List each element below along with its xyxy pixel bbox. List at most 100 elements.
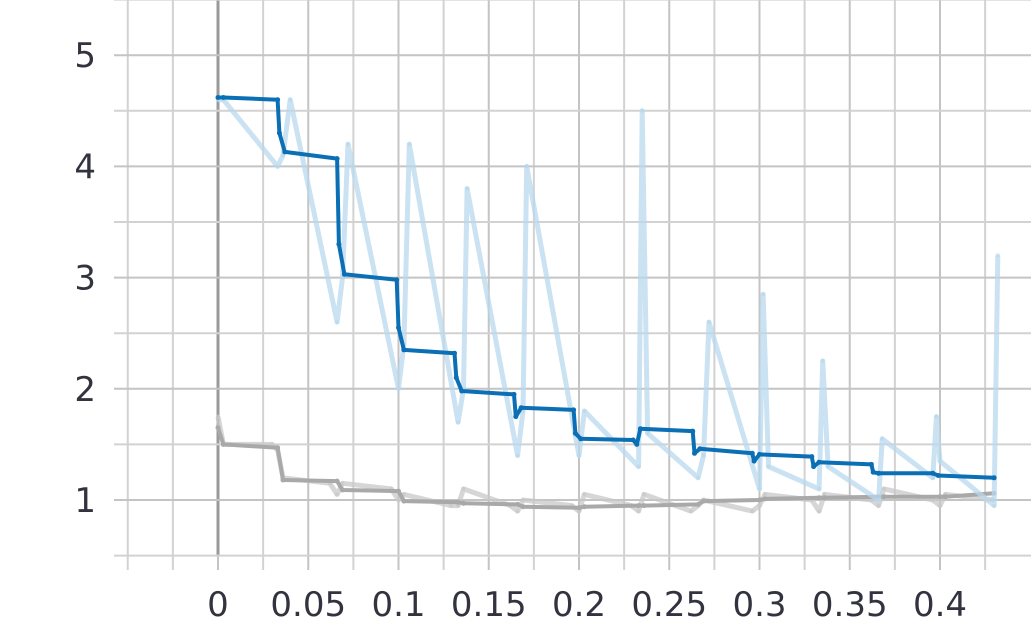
data-point <box>581 504 587 510</box>
data-point <box>630 437 636 443</box>
data-point <box>396 498 401 502</box>
series-line-3 <box>218 95 995 480</box>
data-point <box>930 475 935 480</box>
data-point <box>275 164 280 169</box>
data-point <box>817 509 822 514</box>
data-point <box>518 405 524 411</box>
data-point <box>396 325 401 331</box>
data-point <box>942 494 948 500</box>
data-point <box>641 503 647 509</box>
data-point <box>930 498 935 502</box>
data-point <box>465 186 470 191</box>
x-tick-label: 0.2 <box>552 585 606 625</box>
data-point <box>515 453 520 458</box>
data-point <box>634 441 640 447</box>
data-point <box>340 487 345 493</box>
data-point <box>811 464 817 470</box>
x-tick-label: 0 <box>207 585 229 625</box>
data-point <box>934 414 939 419</box>
data-point <box>578 436 584 442</box>
data-point <box>336 241 342 247</box>
data-point <box>817 486 822 491</box>
data-point <box>757 451 762 457</box>
data-point <box>876 470 882 476</box>
data-point <box>636 509 641 514</box>
data-point <box>688 509 693 514</box>
data-point <box>334 156 340 162</box>
data-point <box>452 350 457 356</box>
data-point <box>876 503 881 508</box>
data-point <box>459 388 465 394</box>
data-point <box>816 495 822 501</box>
data-point <box>809 454 815 460</box>
data-point <box>881 494 887 500</box>
data-point <box>275 445 281 451</box>
data-point <box>750 509 755 514</box>
data-point <box>281 153 285 158</box>
data-point <box>511 391 517 397</box>
grid <box>114 0 1031 570</box>
y-tick-label: 4 <box>74 147 96 187</box>
data-point <box>335 320 340 325</box>
data-point <box>935 473 941 478</box>
data-point <box>461 486 466 491</box>
data-point <box>341 271 347 277</box>
data-point <box>282 149 288 155</box>
data-point <box>220 95 226 100</box>
data-point <box>288 97 293 102</box>
data-point <box>448 503 453 508</box>
data-point <box>937 494 943 500</box>
data-point <box>938 503 942 508</box>
data-point <box>757 497 762 503</box>
data-point <box>645 431 650 436</box>
data-point <box>762 492 767 497</box>
series-layer <box>215 95 1001 514</box>
data-point <box>335 492 340 497</box>
data-point <box>692 450 697 456</box>
data-point <box>275 97 281 103</box>
data-point <box>582 409 587 413</box>
x-tick-label: 0.15 <box>451 585 527 625</box>
tick-labels: 0 0.05 0.1 0.15 0.2 0.25 0.3 0.35 0.4 1 2 3 4 5 <box>74 36 967 625</box>
data-point <box>276 130 282 136</box>
data-point <box>396 488 401 494</box>
data-point <box>456 420 461 425</box>
data-point <box>220 441 226 447</box>
data-point <box>757 486 762 491</box>
x-tick-label: 0.35 <box>812 585 888 625</box>
data-point <box>822 495 827 501</box>
data-point <box>215 95 221 100</box>
data-point <box>572 430 578 436</box>
data-point <box>571 407 577 413</box>
data-point <box>524 164 529 169</box>
data-point <box>701 498 706 504</box>
x-tick-label: 0.3 <box>732 585 786 625</box>
x-tick-label: 0.1 <box>371 585 425 625</box>
data-point <box>394 277 400 283</box>
data-point <box>757 503 762 508</box>
data-point <box>280 477 286 483</box>
data-point <box>992 503 997 508</box>
data-point <box>882 486 886 491</box>
data-point <box>690 428 696 434</box>
data-point <box>820 359 825 363</box>
data-point <box>826 464 831 469</box>
data-point <box>995 253 1000 258</box>
x-tick-label: 0.05 <box>270 585 346 625</box>
data-point <box>816 459 822 465</box>
data-point <box>576 505 582 511</box>
data-point <box>456 503 461 508</box>
data-point <box>642 492 646 497</box>
data-point <box>761 292 766 297</box>
data-point <box>396 386 401 391</box>
y-tick-label: 3 <box>74 259 96 299</box>
x-tick-label: 0.25 <box>631 585 707 625</box>
x-tick-label: 0.4 <box>913 585 967 625</box>
data-point <box>869 498 874 502</box>
data-point <box>762 496 768 502</box>
data-point <box>991 475 997 481</box>
data-point <box>701 453 706 458</box>
data-point <box>521 498 525 502</box>
data-point <box>577 509 581 514</box>
